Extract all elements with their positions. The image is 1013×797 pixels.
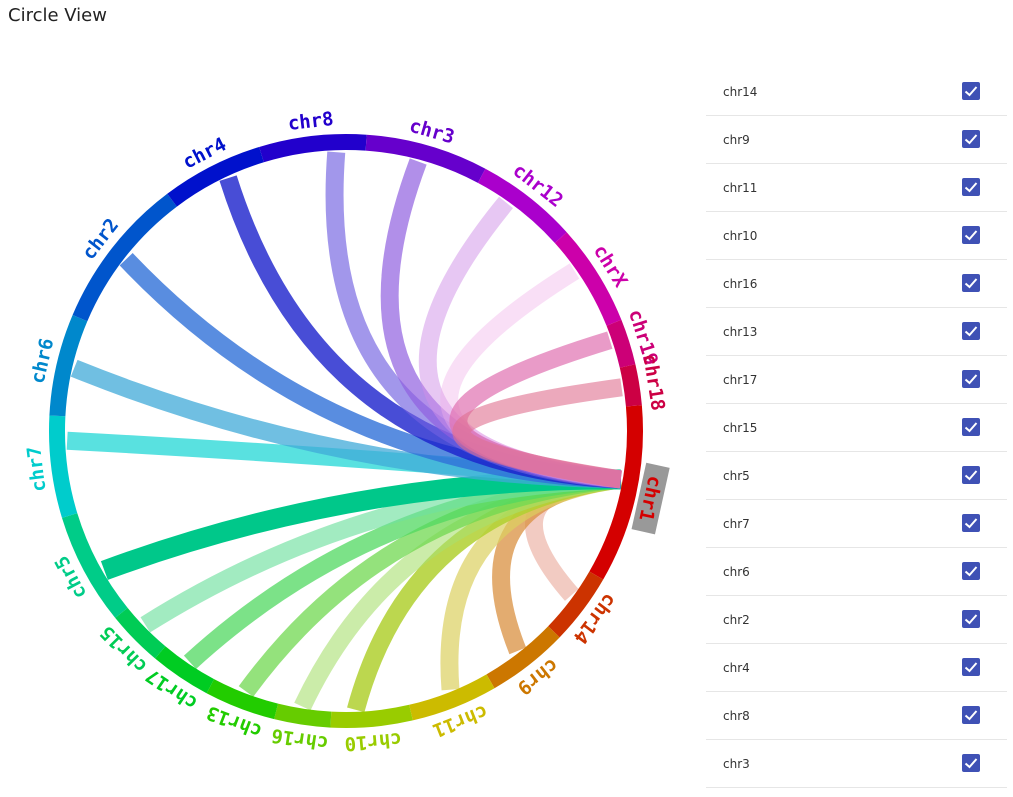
list-item-label: chr10 xyxy=(723,229,758,243)
segment-chr13[interactable] xyxy=(206,679,279,720)
links-layer xyxy=(66,151,623,713)
list-item: chr7 xyxy=(706,500,1007,548)
segment-label-chr10: chr10 xyxy=(344,728,403,755)
checkmark-icon xyxy=(964,614,978,625)
checkmark-icon xyxy=(964,326,978,337)
segment-chr2[interactable] xyxy=(72,193,177,322)
checkbox-chr17[interactable] xyxy=(962,370,980,388)
checkbox-chr5[interactable] xyxy=(962,466,980,484)
list-item-label: chr14 xyxy=(723,85,758,99)
list-item-label: chr5 xyxy=(723,469,750,483)
segment-label-chr16: chr16 xyxy=(270,724,330,754)
list-item: chr3 xyxy=(706,740,1007,788)
checkmark-icon xyxy=(964,470,978,481)
segment-chr8[interactable] xyxy=(259,134,367,163)
checkbox-chr4[interactable] xyxy=(962,658,980,676)
segment-chr5[interactable] xyxy=(61,513,128,618)
segment-chr7[interactable] xyxy=(49,415,78,518)
labels-layer: chr1chr14chr9chr11chr10chr16chr13chr17ch… xyxy=(23,108,670,755)
list-item-label: chr6 xyxy=(723,565,750,579)
checkmark-icon xyxy=(964,86,978,97)
segment-label-chr7: chr7 xyxy=(23,445,50,493)
list-item-label: chr16 xyxy=(723,277,758,291)
list-item: chr14 xyxy=(706,68,1007,116)
circos-chart: chr1chr14chr9chr11chr10chr16chr13chr17ch… xyxy=(23,108,670,755)
checkmark-icon xyxy=(964,230,978,241)
checkbox-chr8[interactable] xyxy=(962,706,980,724)
checkbox-chr3[interactable] xyxy=(962,754,980,772)
list-item-label: chr4 xyxy=(723,661,750,675)
segment-chrX[interactable] xyxy=(554,232,622,326)
segment-label-chr6: chr6 xyxy=(27,336,59,386)
list-item-label: chr15 xyxy=(723,421,758,435)
selected-segment-highlight xyxy=(631,462,670,535)
segment-chr19[interactable] xyxy=(606,319,636,368)
list-item: chr16 xyxy=(706,260,1007,308)
list-item-label: chr17 xyxy=(723,373,758,387)
segment-chr3[interactable] xyxy=(365,134,486,183)
segment-chr14[interactable] xyxy=(548,571,604,638)
page-title: Circle View xyxy=(8,5,107,26)
segment-chr12[interactable] xyxy=(477,168,567,244)
list-item: chr17 xyxy=(706,356,1007,404)
checkmark-icon xyxy=(964,710,978,721)
checkbox-chr9[interactable] xyxy=(962,130,980,148)
checkmark-icon xyxy=(964,278,978,289)
checkbox-chr16[interactable] xyxy=(962,274,980,292)
list-item-label: chr13 xyxy=(723,325,758,339)
list-item-label: chr7 xyxy=(723,517,750,531)
checkmark-icon xyxy=(964,374,978,385)
segment-chr4[interactable] xyxy=(167,146,264,207)
list-item-label: chr9 xyxy=(723,133,750,147)
checkbox-chr6[interactable] xyxy=(962,562,980,580)
checkbox-chr13[interactable] xyxy=(962,322,980,340)
segment-chr16[interactable] xyxy=(274,703,332,728)
checkbox-chr2[interactable] xyxy=(962,610,980,628)
list-item: chr10 xyxy=(706,212,1007,260)
list-item: chr6 xyxy=(706,548,1007,596)
list-item: chr4 xyxy=(706,644,1007,692)
segment-chr10[interactable] xyxy=(330,704,413,728)
list-item-label: chr11 xyxy=(723,181,758,195)
checkmark-icon xyxy=(964,662,978,673)
checkbox-chr14[interactable] xyxy=(962,82,980,100)
chromosome-list: chr14 chr9 chr11 chr10 chr16 chr13 chr17 chr15 c… xyxy=(706,68,1007,788)
list-item-label: chr3 xyxy=(723,757,750,771)
checkmark-icon xyxy=(964,566,978,577)
list-item: chr5 xyxy=(706,452,1007,500)
segment-chr9[interactable] xyxy=(486,626,560,689)
list-item: chr11 xyxy=(706,164,1007,212)
list-item: chr9 xyxy=(706,116,1007,164)
list-item-label: chr2 xyxy=(723,613,750,627)
list-item: chr8 xyxy=(706,692,1007,740)
segment-chr1[interactable] xyxy=(589,405,643,580)
checkbox-chr15[interactable] xyxy=(962,418,980,436)
checkbox-chr11[interactable] xyxy=(962,178,980,196)
checkmark-icon xyxy=(964,134,978,145)
segment-chr18[interactable] xyxy=(619,364,642,407)
list-item: chr2 xyxy=(706,596,1007,644)
segments-layer xyxy=(49,134,643,728)
list-item: chr15 xyxy=(706,404,1007,452)
segment-label-chr18: chr18 xyxy=(638,352,669,412)
checkmark-icon xyxy=(964,758,978,769)
segment-label-chr8: chr8 xyxy=(287,108,335,135)
segment-chr15[interactable] xyxy=(115,607,166,659)
segment-chr6[interactable] xyxy=(49,314,88,417)
checkmark-icon xyxy=(964,518,978,529)
segment-label-chr1: chr1 xyxy=(634,474,665,523)
segment-chr17[interactable] xyxy=(155,646,215,694)
checkmark-icon xyxy=(964,182,978,193)
checkbox-chr7[interactable] xyxy=(962,514,980,532)
link-chr1-chr18 xyxy=(452,378,623,489)
checkbox-chr10[interactable] xyxy=(962,226,980,244)
list-item: chr13 xyxy=(706,308,1007,356)
checkmark-icon xyxy=(964,422,978,433)
segment-chr11[interactable] xyxy=(409,674,495,721)
list-item-label: chr8 xyxy=(723,709,750,723)
